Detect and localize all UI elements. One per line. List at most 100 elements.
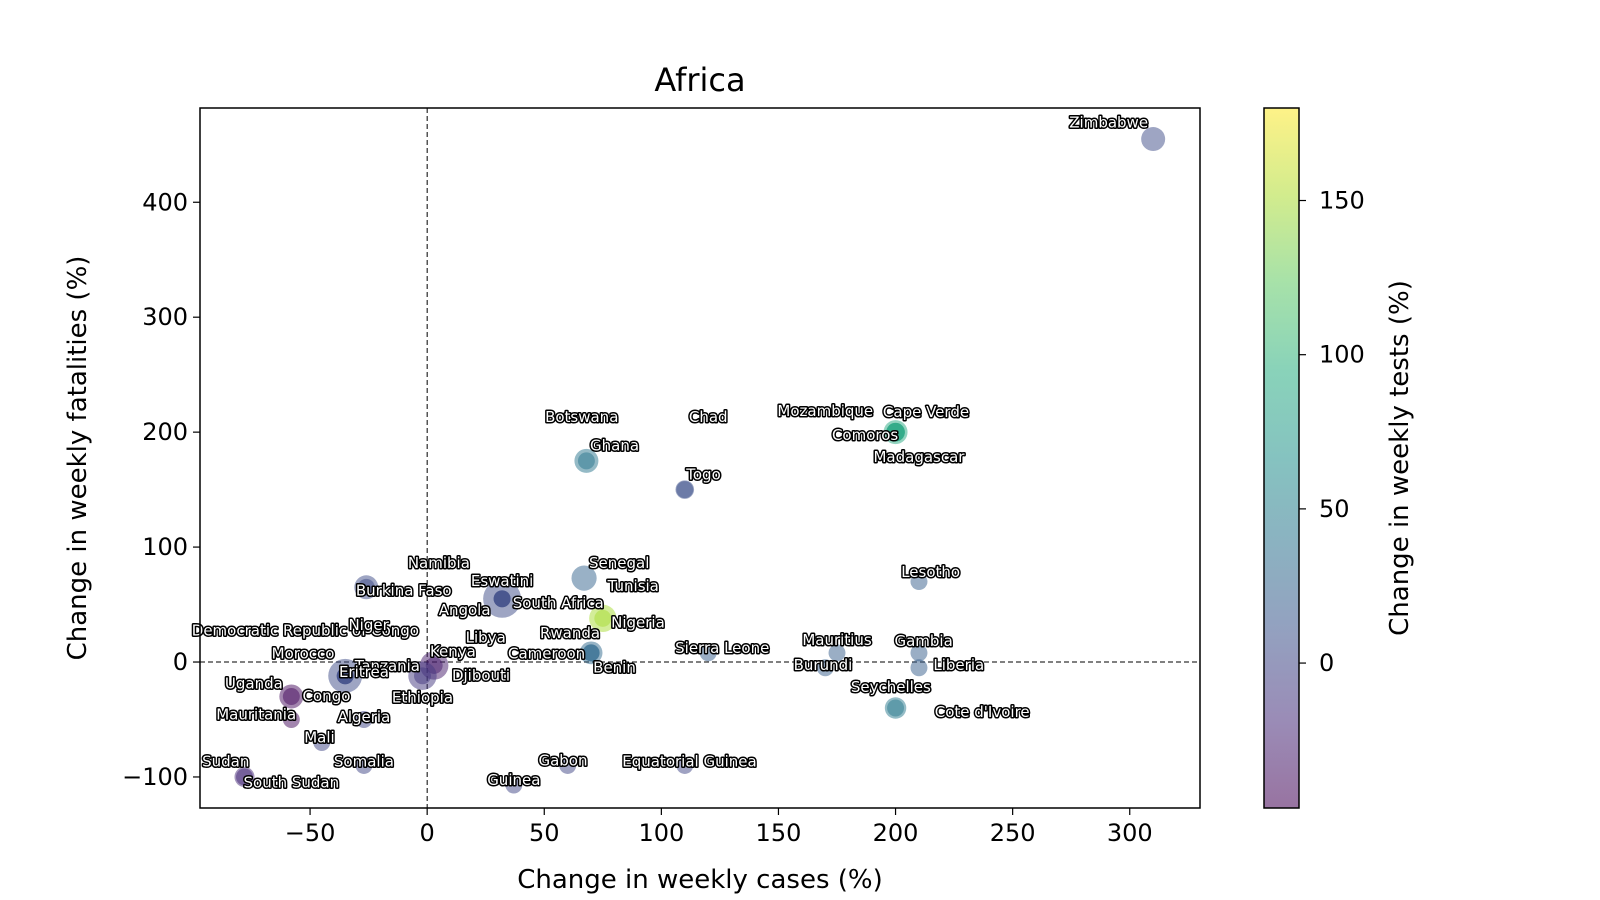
x-axis-label: Change in weekly cases (%) [517, 865, 883, 895]
point-label: Democratic Republic of Congo [192, 622, 419, 640]
y-tick-label: 400 [142, 188, 188, 216]
colorbar-tick-label: 150 [1319, 187, 1365, 215]
point-label: Nigeria [611, 614, 665, 632]
point-label: Burundi [794, 656, 853, 674]
chart-title: Africa [654, 61, 745, 99]
point-label: South Sudan [244, 773, 340, 791]
data-point [594, 609, 612, 627]
data-point [1141, 127, 1166, 152]
y-tick-label: 0 [173, 648, 188, 676]
x-tick-label: 250 [990, 819, 1036, 847]
data-point [571, 565, 597, 591]
point-label: Madagascar [873, 448, 965, 466]
data-point [336, 667, 354, 685]
point-label: Togo [685, 465, 721, 483]
x-tick-label: 200 [873, 819, 919, 847]
point-label: Algeria [338, 708, 391, 726]
x-tick-label: 300 [1107, 819, 1153, 847]
point-label: Djibouti [452, 666, 510, 684]
point-label: Liberia [933, 656, 984, 674]
data-point [355, 756, 373, 774]
point-label: Mozambique [777, 402, 873, 420]
data-point [828, 644, 846, 662]
data-point [582, 644, 600, 662]
point-label: Somalia [334, 753, 394, 771]
point-label: Eritrea [339, 663, 389, 681]
point-label: Seychelles [851, 678, 931, 696]
point-label: Gambia [894, 632, 952, 650]
point-label: Guinea [487, 771, 540, 789]
point-label: Mauritius [802, 631, 872, 649]
data-point [236, 768, 253, 786]
point-label: Cote d'Ivoire [935, 703, 1030, 721]
point-label: Benin [593, 658, 636, 676]
data-point [282, 688, 300, 705]
x-tick-label: 150 [756, 819, 802, 847]
data-point [676, 756, 694, 774]
data-point [676, 481, 694, 499]
point-label: Equatorial Guinea [622, 753, 756, 771]
data-point [910, 573, 928, 591]
y-tick-label: 200 [142, 418, 188, 446]
point-label: Cameroon [508, 645, 585, 663]
point-label: Cape Verde [883, 403, 969, 421]
point-label: Mauritania [216, 705, 296, 723]
point-label: Uganda [225, 674, 283, 692]
y-tick-label: 300 [142, 303, 188, 331]
point-label: Sierra Leone [675, 639, 769, 657]
data-point [816, 659, 834, 677]
data-point [493, 590, 511, 608]
point-label: Comoros [832, 426, 898, 444]
point-label: Ghana [590, 437, 639, 455]
point-label: Niger [348, 616, 389, 634]
point-label: Chad [689, 408, 728, 426]
point-label: Sudan [202, 753, 249, 771]
point-label: Lesotho [901, 563, 960, 581]
colorbar-label: Change in weekly tests (%) [1385, 280, 1415, 636]
data-point [910, 644, 928, 662]
point-label: Botswana [545, 408, 618, 426]
data-point [887, 699, 905, 717]
data-point [559, 756, 577, 774]
point-label: Zimbabwe [1069, 114, 1148, 132]
data-point [699, 644, 717, 662]
point-label: Gabon [538, 751, 587, 769]
colorbar-tick-label: 100 [1319, 341, 1365, 369]
plot-area-frame [199, 107, 1201, 809]
point-label: Mali [304, 728, 334, 746]
point-label: Kenya [430, 642, 476, 660]
point-label: Tanzania [354, 657, 420, 675]
point-label: Libya [466, 628, 506, 646]
colorbar [1263, 107, 1300, 809]
reference-lines [200, 108, 1200, 808]
x-tick-label: 50 [529, 819, 560, 847]
x-tick-label: 100 [638, 819, 684, 847]
y-tick-label: 100 [142, 533, 188, 561]
point-label: Rwanda [540, 624, 600, 642]
data-point [355, 711, 373, 728]
point-label: South Africa [513, 594, 604, 612]
colorbar-tick-label: 0 [1319, 649, 1334, 677]
point-label: Morocco [272, 645, 335, 663]
y-axis-label: Change in weekly fatalities (%) [63, 256, 93, 661]
point-label: Eswatini [471, 572, 533, 590]
point-labels: Zimbabwe Cape Verde Comoros Mozambique Madag… [190, 112, 1149, 793]
x-tick-label: 0 [420, 819, 435, 847]
x-tick-label: −50 [285, 819, 336, 847]
data-point [505, 776, 523, 794]
y-tick-label: −100 [122, 763, 188, 791]
point-label: Congo [303, 687, 351, 705]
data-point [357, 578, 375, 596]
data-point [313, 733, 331, 751]
point-label: Namibia [408, 554, 470, 572]
axes: −50 0 50 100 150 200 250 300 −100 0 100 200 300 400 [122, 107, 1201, 847]
data-point [577, 452, 595, 470]
data-point [413, 667, 431, 685]
point-label: Ethiopia [392, 688, 453, 706]
data-point [282, 711, 300, 728]
point-label: Burkina Faso [356, 581, 452, 599]
data-points [234, 127, 1166, 794]
data-point [886, 422, 905, 442]
